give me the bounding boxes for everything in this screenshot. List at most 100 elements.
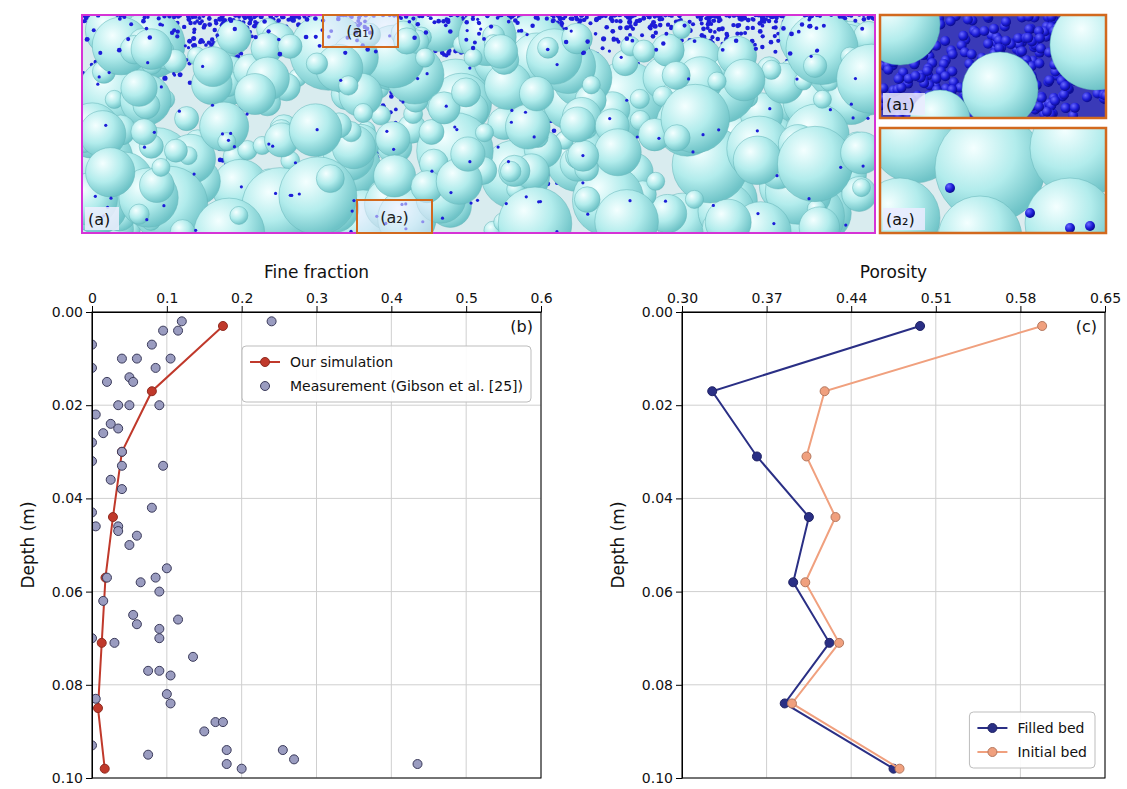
fine-particle [195,19,199,23]
coarse-sphere [339,76,358,95]
fine-particle [648,25,652,29]
coarse-sphere [484,35,518,69]
fine-particle [552,128,557,133]
coarse-sphere [594,129,641,176]
fine-particle [720,26,725,31]
fine-particle [146,61,149,64]
fine-particle [444,17,448,21]
coarse-sphere [661,84,730,153]
fine-particle [178,110,181,113]
fine-particle [145,218,148,221]
coarse-sphere [499,155,530,186]
fine-particle [564,40,569,45]
fine-particle [426,72,429,75]
coarse-sphere [841,132,875,174]
fine-particle [351,209,354,212]
fine-particle [471,17,475,21]
fine-particle [710,35,714,39]
fine-particle [711,19,715,23]
fine-particle [745,26,750,31]
coarse-sphere [306,53,327,74]
fine-particle [839,166,842,169]
fine-particle [797,30,801,34]
fine-particle [775,174,778,177]
fine-particle [625,99,628,102]
fine-particle [546,48,550,52]
fine-particle [412,35,417,40]
fine-particle [620,56,623,59]
fine-particle [721,48,725,52]
fine-particle [715,37,719,41]
fine-particle [401,101,404,104]
fine-particle [215,33,219,37]
fine-particle [525,33,528,36]
fine-particle [182,25,186,29]
fine-particle [756,212,759,215]
fine-particle [187,46,190,49]
figure: (a₁)(a₂)(a)(a₁)(a₂)00.10.20.30.40.50.60.… [0,0,1127,789]
coarse-sphere [131,119,157,145]
fine-particle [496,145,499,148]
fine-particle [316,128,319,131]
fine-particle [657,137,660,140]
fine-particle [588,21,592,25]
fine-particle [658,23,663,28]
coarse-sphere [289,104,342,157]
coarse-sphere [500,161,521,182]
fine-particle [118,17,122,21]
inset-marker [357,200,432,233]
fine-particle [479,27,482,30]
fine-particle [555,63,558,66]
fine-particle [192,27,196,31]
fine-particle [808,24,813,29]
fine-particle [477,21,481,25]
fine-particle [221,132,224,135]
fine-particle [700,33,705,38]
fine-particle [773,50,777,54]
fine-particle [201,65,204,68]
coarse-sphere [538,37,559,58]
fine-particle [246,113,249,116]
fine-particle [776,39,780,43]
fine-particle [753,43,757,47]
fine-particle [482,37,486,41]
fine-particle [464,38,468,42]
coarse-sphere [354,103,373,122]
fine-particle [449,191,452,194]
fine-particle [218,158,223,163]
fine-particle [477,21,481,25]
fine-particle [687,77,690,80]
inset-label: (a₁) [346,22,375,41]
fine-particle [760,45,764,49]
coarse-sphere [131,29,172,70]
coarse-sphere [567,140,598,171]
fine-particle [441,217,444,220]
fine-particle [829,108,832,111]
coarse-sphere [218,133,236,151]
fine-particle [631,27,635,31]
fine-particle [240,185,243,188]
fine-particle [254,35,258,39]
fine-particle [585,39,590,44]
fine-particle [725,34,729,38]
fine-particle [161,23,164,26]
fine-particle [611,29,614,32]
fine-particle [108,71,111,74]
fine-particle [432,20,436,24]
fine-particle [700,22,704,26]
fine-particle [157,16,161,20]
coarse-sphere [376,122,410,156]
coarse-sphere [278,34,302,58]
coarse-sphere [193,47,233,87]
fine-particle [582,18,586,22]
fine-particle [533,135,536,138]
fine-particle [750,17,754,21]
coarse-sphere [799,207,840,233]
coarse-sphere [235,74,276,115]
coarse-sphere [164,139,187,162]
image-border [82,15,875,233]
fine-particle [178,72,183,77]
fine-particle [712,204,715,207]
fine-particle [221,19,225,23]
fine-particle [172,72,175,75]
